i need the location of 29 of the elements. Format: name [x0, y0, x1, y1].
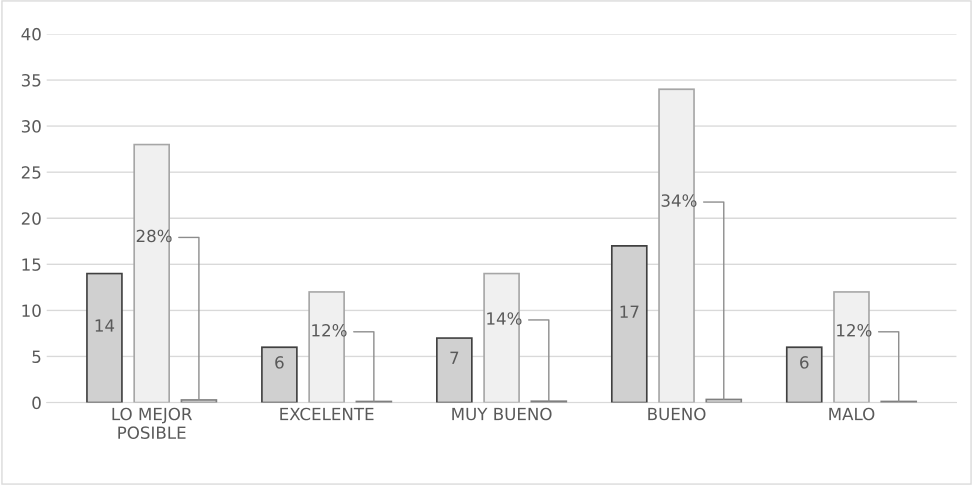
x-tick-label: EXCELENTE	[280, 408, 374, 420]
x-tick-label: LO MEJOR POSIBLE	[112, 408, 192, 439]
bar	[658, 88, 695, 403]
data-label: 28%	[136, 230, 172, 242]
data-label: 14%	[487, 312, 522, 325]
y-tick-label: 0	[32, 396, 41, 410]
data-label: 14	[96, 319, 114, 332]
bar	[483, 272, 520, 403]
bar	[308, 291, 345, 403]
data-label: 12%	[312, 324, 347, 337]
data-label: 12%	[837, 324, 872, 337]
x-tick-label: MALO	[829, 408, 874, 420]
y-tick-label: 10	[22, 304, 41, 317]
x-tick-label: BUENO	[648, 408, 706, 420]
x-tick-label: MUY BUENO	[452, 408, 552, 420]
bar	[133, 144, 170, 403]
y-tick-label: 25	[22, 166, 40, 179]
data-label: 34%	[662, 194, 696, 207]
y-tick-label: 5	[32, 350, 40, 364]
y-tick-label: 15	[22, 258, 40, 271]
data-label: 17	[620, 306, 638, 318]
data-label: 6	[800, 356, 809, 369]
y-tick-label: 30	[22, 120, 41, 133]
data-label: 7	[450, 352, 458, 364]
y-tick-label: 20	[22, 212, 41, 225]
y-tick-label: 35	[22, 74, 40, 87]
bar	[833, 291, 870, 403]
y-tick-label: 40	[21, 28, 41, 41]
data-label: 6	[275, 356, 284, 369]
